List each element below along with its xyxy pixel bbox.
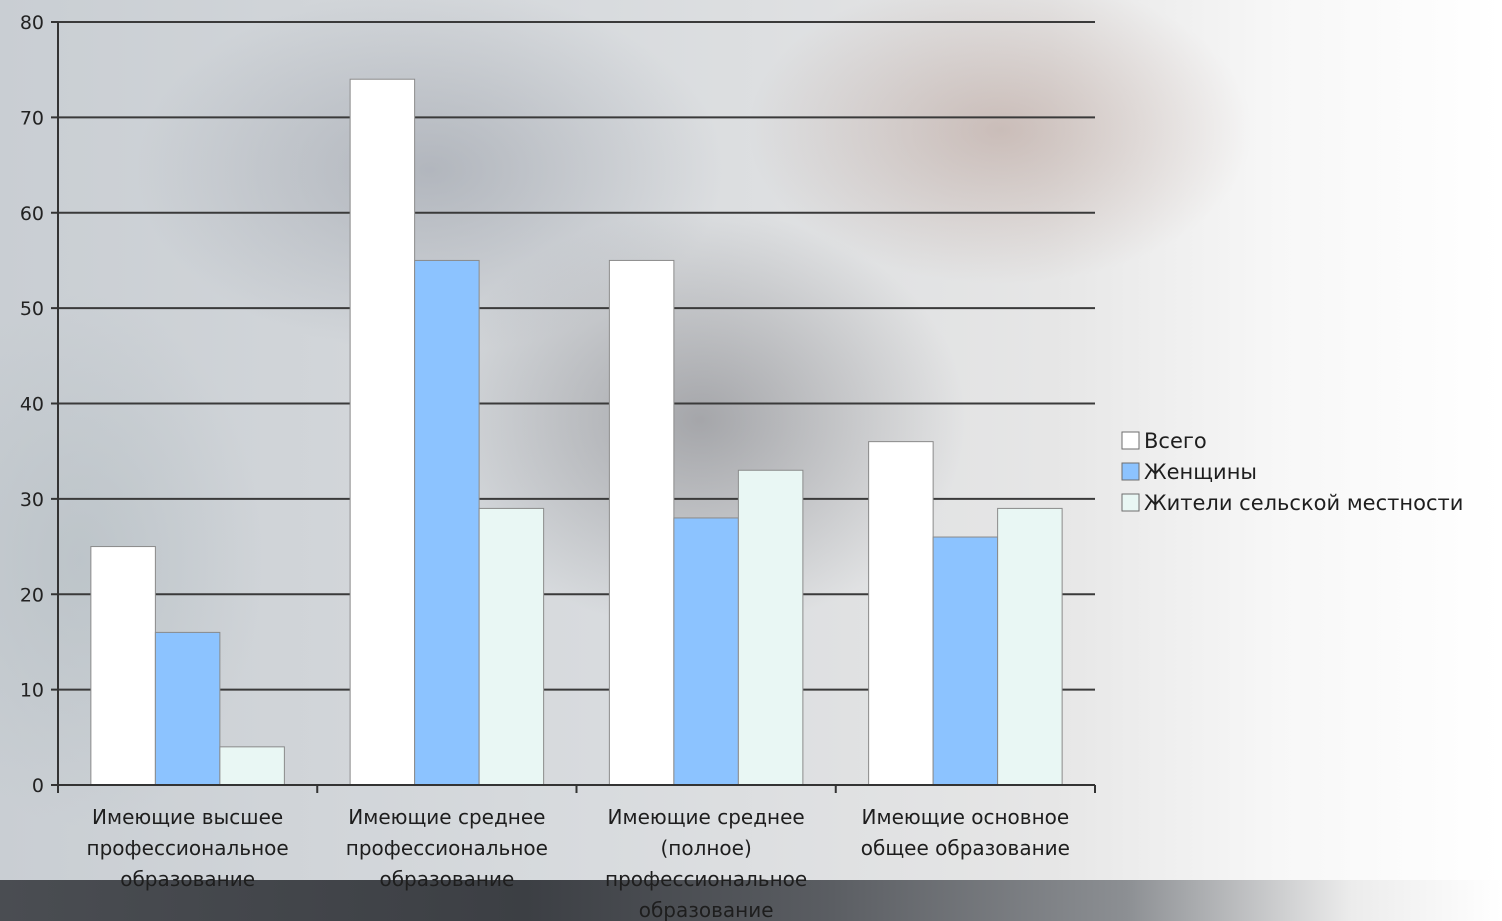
legend-label: Всего [1144, 429, 1207, 453]
bar [608, 259, 675, 786]
bar [737, 469, 804, 786]
legend-swatch [1121, 462, 1140, 481]
x-category-label-line: образование [379, 867, 514, 891]
x-category-label-line: общее образование [861, 836, 1070, 860]
y-tick-label: 0 [32, 775, 44, 797]
bar [414, 259, 480, 786]
bar [868, 441, 934, 786]
axes: 0 10 20 30 40 50 60 70 80 Имеющие высшее профессио… [20, 12, 1096, 921]
x-category-label-line: профессиональное [346, 836, 548, 860]
x-category-label-line: Имеющие основное [862, 805, 1070, 829]
legend-label: Жители сельской местности [1144, 491, 1463, 515]
gridlines [58, 21, 1095, 691]
x-category-label: Имеющие высшее профессиональное образовани… [87, 805, 289, 891]
y-tick-label: 80 [20, 12, 44, 34]
x-category-label-line: профессиональное [87, 836, 289, 860]
x-category-label-line: образование [120, 867, 255, 891]
x-category-label-line: образование [639, 898, 774, 921]
x-category-label: Имеющие среднее профессиональное образован… [346, 805, 548, 891]
x-category-label-line: профессиональное [605, 867, 807, 891]
bars [90, 78, 1063, 786]
legend-label: Женщины [1144, 460, 1257, 484]
bar [478, 507, 545, 786]
bar [90, 546, 156, 786]
bar [997, 507, 1063, 786]
y-tick-label: 10 [20, 680, 44, 702]
y-tick-label: 70 [20, 107, 44, 129]
y-tick-label: 50 [20, 298, 44, 320]
x-category-label: Имеющие основное общее образование [861, 805, 1070, 860]
y-tick-label: 20 [20, 584, 44, 606]
y-tick-label: 30 [20, 489, 44, 511]
x-category-label-line: Имеющие среднее [348, 805, 545, 829]
legend: Всего Женщины Жители сельской местности [1121, 429, 1463, 515]
bar [349, 78, 416, 786]
y-tick-label: 60 [20, 203, 44, 225]
x-category-label-line: Имеющие высшее [92, 805, 283, 829]
bar [932, 536, 999, 786]
legend-swatch [1121, 431, 1140, 450]
bar [154, 631, 221, 786]
bar [673, 517, 739, 786]
bar [219, 746, 285, 786]
x-category-label: Имеющие среднее (полное) профессиональное о… [605, 805, 807, 921]
legend-swatch [1121, 493, 1140, 512]
x-category-label-line: Имеющие среднее [608, 805, 805, 829]
x-category-label-line: (полное) [660, 836, 751, 860]
y-tick-label: 40 [20, 394, 44, 416]
background-bottom-band [0, 880, 1502, 921]
